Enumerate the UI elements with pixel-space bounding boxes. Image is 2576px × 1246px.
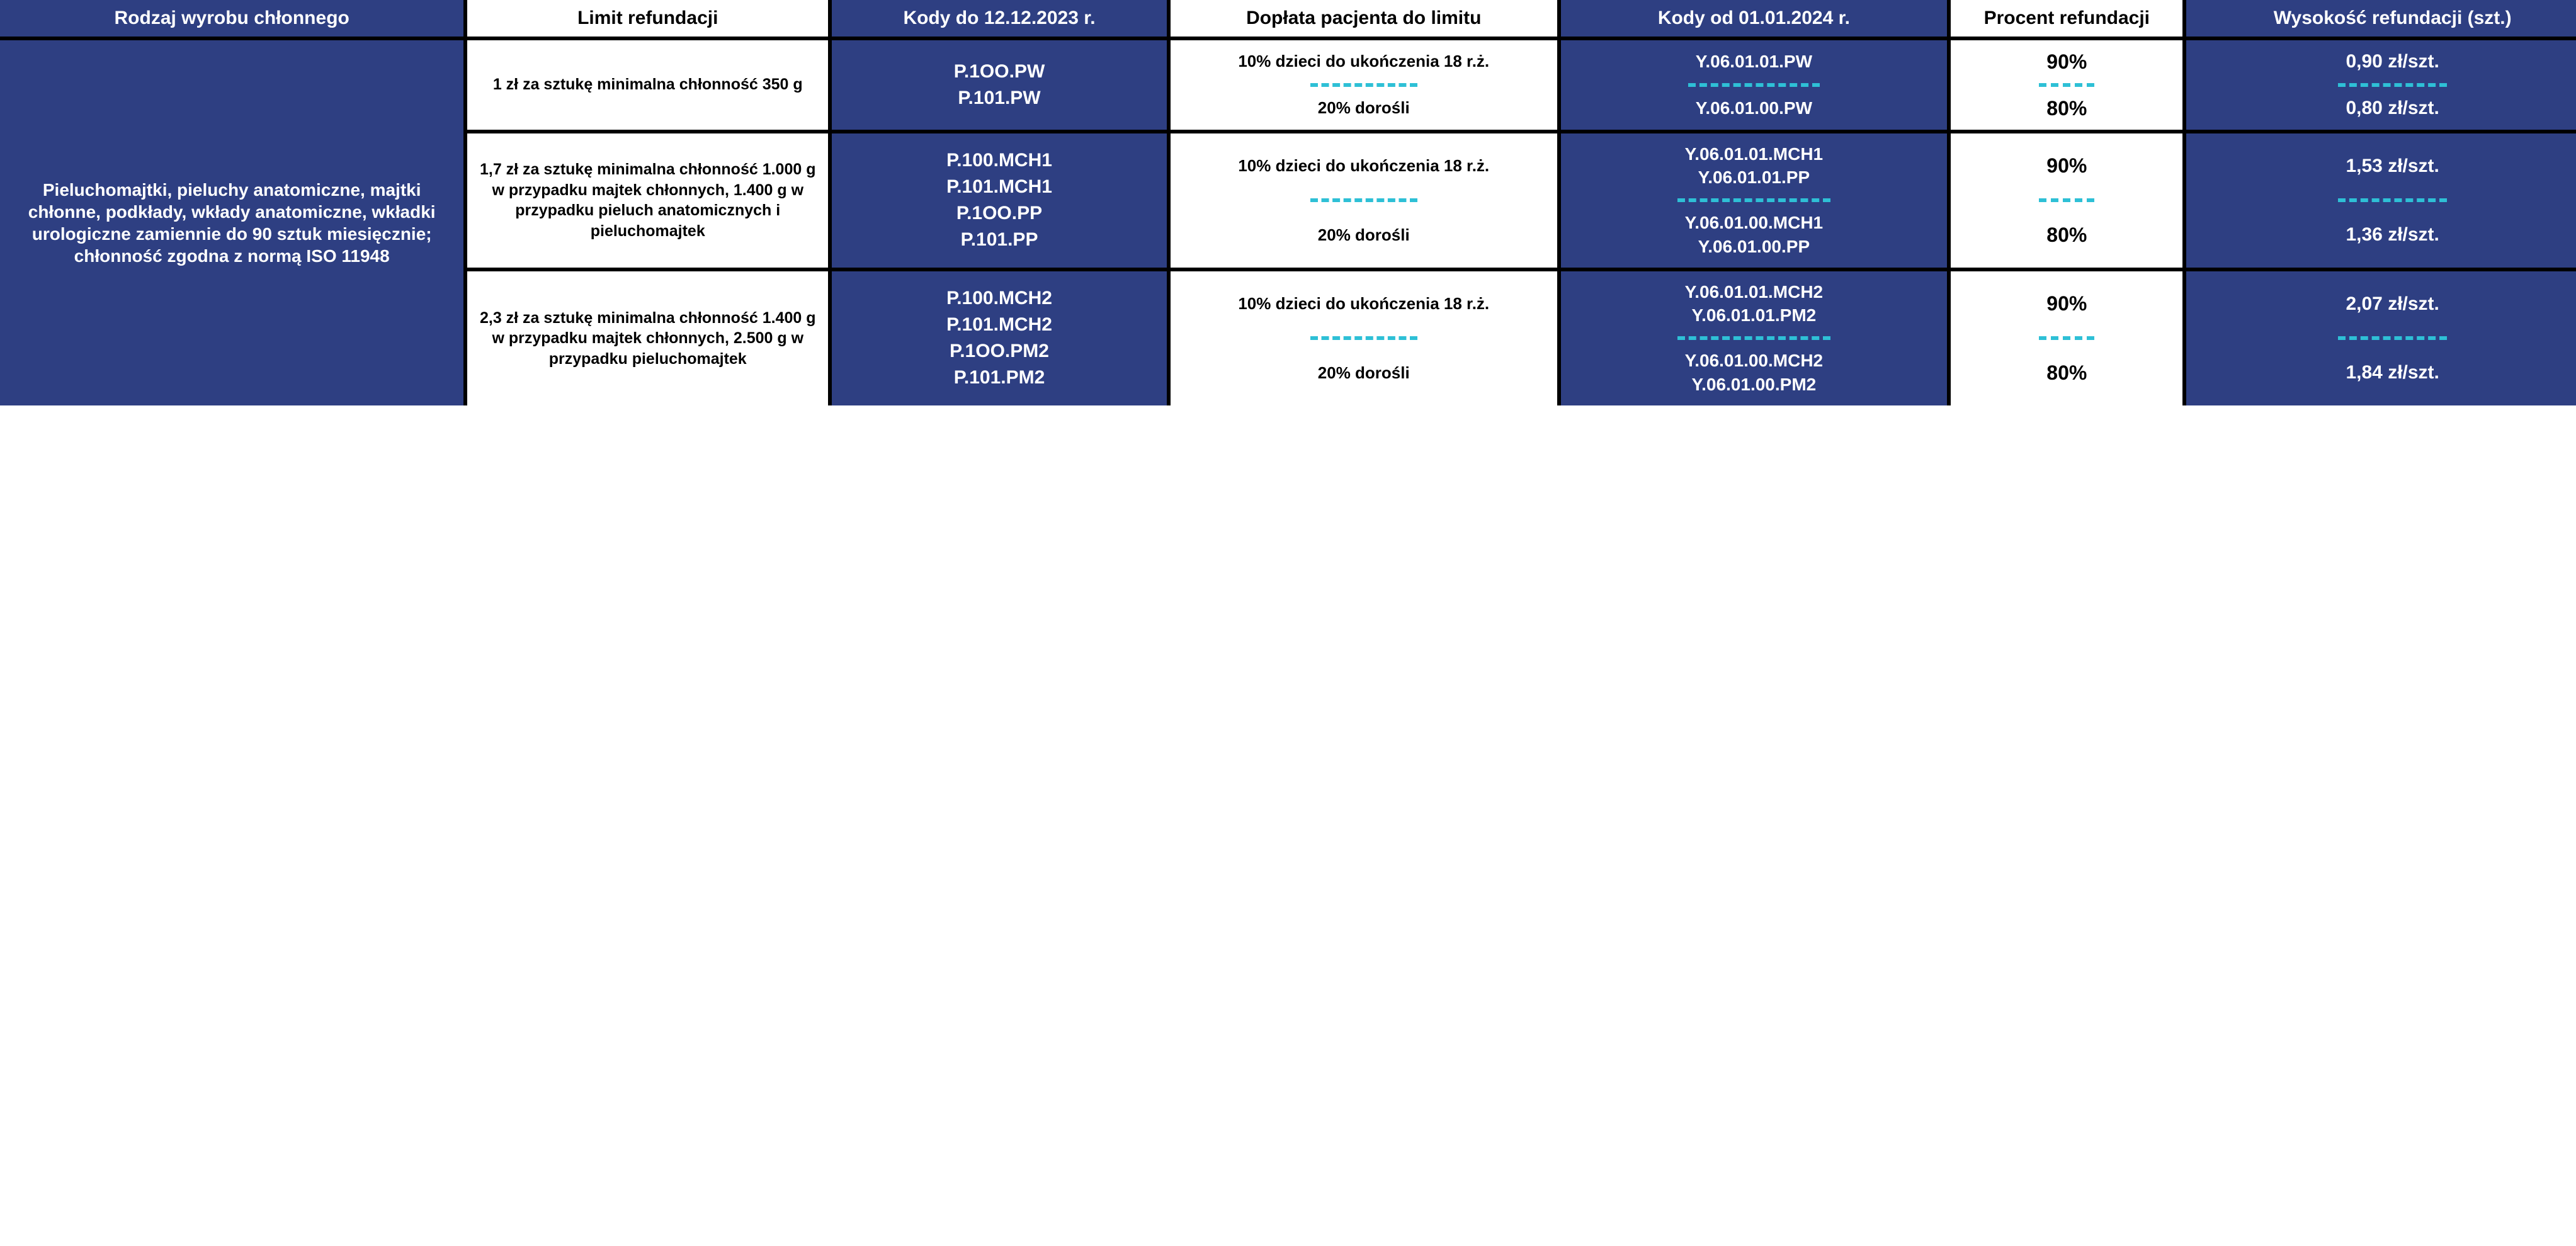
codes-old-3: P.100.MCH2P.101.MCH2P.1OO.PM2P.101.PM2 bbox=[832, 271, 1167, 405]
limit-3: 2,3 zł za sztukę minimalna chłonność 1.4… bbox=[467, 271, 828, 405]
codes-old-1: P.1OO.PWP.101.PW bbox=[832, 40, 1167, 130]
limit-2: 1,7 zł za sztukę minimalna chłonność 1.0… bbox=[467, 133, 828, 268]
pct-1-top: 90% bbox=[2039, 40, 2094, 83]
pct-2-bot: 80% bbox=[2039, 198, 2094, 268]
limit-1: 1 zł za sztukę minimalna chłonność 350 g bbox=[467, 40, 828, 130]
th-limit: Limit refundacji bbox=[467, 0, 828, 37]
copay-3-top: 10% dzieci do ukończenia 18 r.ż. bbox=[1230, 271, 1497, 337]
copay-2-bot: 20% dorośli bbox=[1310, 198, 1417, 268]
pct-1: 90% 80% bbox=[1951, 40, 2182, 130]
pct-2: 90% 80% bbox=[1951, 133, 2182, 268]
codes-new-1-top: Y.06.01.01.PW bbox=[1688, 40, 1820, 83]
codes-new-3: Y.06.01.01.MCH2Y.06.01.01.PM2 Y.06.01.00… bbox=[1561, 271, 1948, 405]
copay-2-top: 10% dzieci do ukończenia 18 r.ż. bbox=[1230, 133, 1497, 199]
copay-1: 10% dzieci do ukończenia 18 r.ż. 20% dor… bbox=[1171, 40, 1557, 130]
amt-3: 2,07 zł/szt. 1,84 zł/szt. bbox=[2186, 271, 2576, 405]
copay-3-bot: 20% dorośli bbox=[1310, 336, 1417, 405]
codes-new-3-top: Y.06.01.01.MCH2Y.06.01.01.PM2 bbox=[1677, 271, 1830, 337]
pct-2-top: 90% bbox=[2039, 133, 2094, 199]
refund-table: Rodzaj wyrobu chłonnego Limit refundacji… bbox=[0, 0, 2576, 405]
copay-2: 10% dzieci do ukończenia 18 r.ż. 20% dor… bbox=[1171, 133, 1557, 268]
th-pct: Procent refundacji bbox=[1951, 0, 2182, 37]
codes-new-1: Y.06.01.01.PW Y.06.01.00.PW bbox=[1561, 40, 1948, 130]
codes-new-1-bot: Y.06.01.00.PW bbox=[1688, 83, 1820, 130]
codes-new-2-top: Y.06.01.01.MCH1Y.06.01.01.PP bbox=[1677, 133, 1830, 199]
amt-2-bot: 1,36 zł/szt. bbox=[2338, 198, 2446, 268]
th-amt: Wysokość refundacji (szt.) bbox=[2186, 0, 2576, 37]
pct-3-bot: 80% bbox=[2039, 336, 2094, 405]
pct-1-bot: 80% bbox=[2039, 83, 2094, 130]
amt-2-top: 1,53 zł/szt. bbox=[2338, 133, 2446, 199]
copay-1-top: 10% dzieci do ukończenia 18 r.ż. bbox=[1230, 40, 1497, 83]
codes-new-2: Y.06.01.01.MCH1Y.06.01.01.PP Y.06.01.00.… bbox=[1561, 133, 1948, 268]
amt-1-bot: 0,80 zł/szt. bbox=[2338, 83, 2446, 130]
amt-1: 0,90 zł/szt. 0,80 zł/szt. bbox=[2186, 40, 2576, 130]
th-codes-old: Kody do 12.12.2023 r. bbox=[832, 0, 1167, 37]
copay-3: 10% dzieci do ukończenia 18 r.ż. 20% dor… bbox=[1171, 271, 1557, 405]
product-description: Pieluchomajtki, pieluchy anatomiczne, ma… bbox=[0, 40, 463, 405]
amt-3-bot: 1,84 zł/szt. bbox=[2338, 336, 2446, 405]
pct-3: 90% 80% bbox=[1951, 271, 2182, 405]
copay-1-bot: 20% dorośli bbox=[1310, 83, 1417, 130]
amt-3-top: 2,07 zł/szt. bbox=[2338, 271, 2446, 337]
pct-3-top: 90% bbox=[2039, 271, 2094, 337]
th-product: Rodzaj wyrobu chłonnego bbox=[0, 0, 463, 37]
codes-new-3-bot: Y.06.01.00.MCH2Y.06.01.00.PM2 bbox=[1677, 336, 1830, 405]
codes-old-2: P.100.MCH1P.101.MCH1P.1OO.PPP.101.PP bbox=[832, 133, 1167, 268]
amt-1-top: 0,90 zł/szt. bbox=[2338, 40, 2446, 83]
codes-new-2-bot: Y.06.01.00.MCH1Y.06.01.00.PP bbox=[1677, 198, 1830, 268]
th-codes-new: Kody od 01.01.2024 r. bbox=[1561, 0, 1948, 37]
th-copay: Dopłata pacjenta do limitu bbox=[1171, 0, 1557, 37]
amt-2: 1,53 zł/szt. 1,36 zł/szt. bbox=[2186, 133, 2576, 268]
